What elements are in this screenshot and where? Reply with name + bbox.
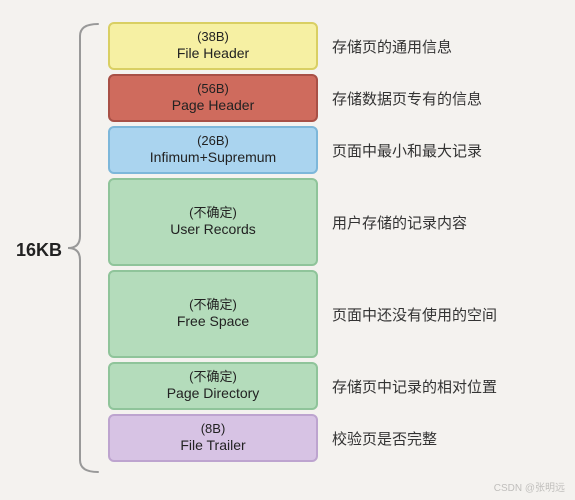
segment-size: (不确定) [189,369,237,385]
segment-block: (56B)Page Header [108,74,318,122]
segment-size: (8B) [201,421,226,437]
segment-size: (不确定) [189,205,237,221]
segment-block: (不确定)Page Directory [108,362,318,410]
segment-description: 用户存储的记录内容 [330,178,565,266]
segment-name: Infimum+Supremum [150,149,276,167]
segment-block: (8B)File Trailer [108,414,318,462]
segment-description: 页面中最小和最大记录 [330,126,565,174]
segment-size: (不确定) [189,297,237,313]
segment-description: 存储页中记录的相对位置 [330,362,565,410]
segment-description: 存储数据页专有的信息 [330,74,565,122]
segment-name: Page Directory [167,385,260,403]
segment-block: (不确定)Free Space [108,270,318,358]
segment-name: Page Header [172,97,255,115]
segment-name: User Records [170,221,256,239]
segment-size: (38B) [197,29,229,45]
watermark: CSDN @张明远 [494,479,565,494]
segment-block: (不确定)User Records [108,178,318,266]
segment-description: 页面中还没有使用的空间 [330,270,565,358]
diagram-root: 16KB (38B)File Header(56B)Page Header(26… [0,0,575,500]
descriptions-column: 存储页的通用信息存储数据页专有的信息页面中最小和最大记录用户存储的记录内容页面中… [330,22,565,462]
segment-name: File Trailer [180,437,245,455]
total-size-label: 16KB [6,0,62,500]
segment-description: 校验页是否完整 [330,414,565,462]
segment-size: (26B) [197,133,229,149]
segment-block: (26B)Infimum+Supremum [108,126,318,174]
segment-name: Free Space [177,313,249,331]
segment-block: (38B)File Header [108,22,318,70]
segment-description: 存储页的通用信息 [330,22,565,70]
segments-column: (38B)File Header(56B)Page Header(26B)Inf… [108,22,318,462]
curly-brace-icon [66,22,100,474]
segment-size: (56B) [197,81,229,97]
segment-name: File Header [177,45,249,63]
